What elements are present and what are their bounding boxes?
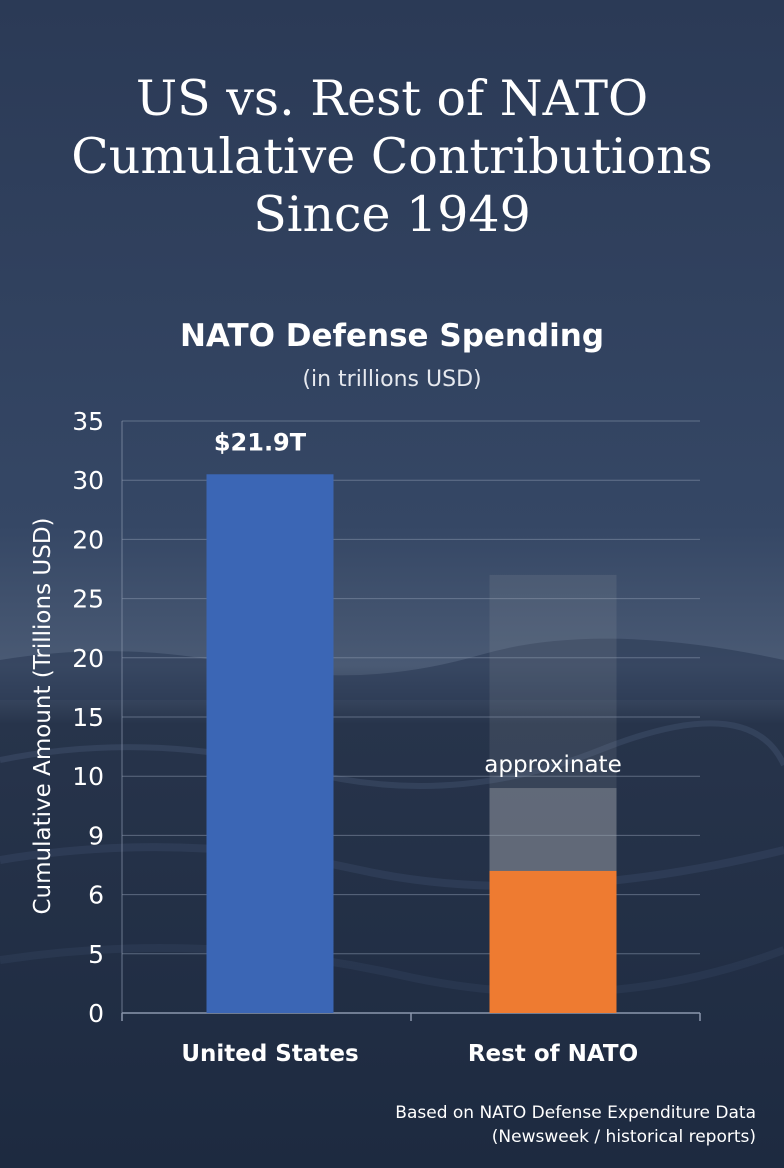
y-axis-label: Cumulative Amount (Trillions USD) bbox=[30, 518, 56, 915]
chart-subtitle: (in trillions USD) bbox=[302, 367, 482, 392]
title-line-3: Since 1949 bbox=[253, 185, 531, 243]
page-title: US vs. Rest of NATO Cumulative Contribut… bbox=[0, 70, 784, 243]
y-tick-label: 20 bbox=[72, 644, 104, 673]
y-tick-label: 25 bbox=[72, 585, 104, 614]
y-tick-label: 10 bbox=[72, 762, 104, 791]
y-tick-label: 9 bbox=[88, 821, 104, 850]
source-line-2: (Newsweek / historical reports) bbox=[491, 1126, 756, 1147]
y-tick-label: 35 bbox=[72, 407, 104, 436]
title-line-1: US vs. Rest of NATO bbox=[135, 70, 649, 127]
title-line-2: Cumulative Contributions bbox=[71, 127, 713, 185]
bar-united-states bbox=[206, 474, 334, 1013]
y-tick-label: 6 bbox=[88, 881, 104, 910]
y-tick-label: 15 bbox=[72, 703, 104, 732]
bar-rest-of-nato bbox=[489, 870, 617, 1013]
y-tick-label: 0 bbox=[88, 999, 104, 1028]
source-note: Based on NATO Defense Expenditure Data (… bbox=[395, 1102, 756, 1150]
x-category-label: United States bbox=[181, 1041, 358, 1067]
approximate-label: approxinate bbox=[484, 752, 621, 778]
source-line-1: Based on NATO Defense Expenditure Data bbox=[395, 1103, 756, 1123]
y-tick-label: 20 bbox=[72, 525, 104, 554]
y-tick-label: 30 bbox=[72, 466, 104, 495]
y-tick-label: 5 bbox=[88, 940, 104, 969]
chart-title: NATO Defense Spending bbox=[179, 318, 605, 354]
bar-value-label: $21.9T bbox=[214, 428, 307, 456]
x-category-label: Rest of NATO bbox=[468, 1041, 638, 1067]
